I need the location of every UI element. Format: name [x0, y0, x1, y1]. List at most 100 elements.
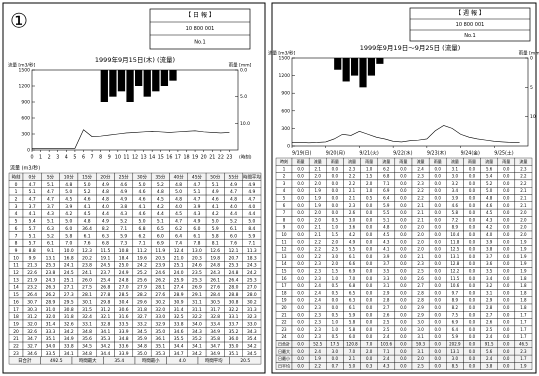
- cell-text: 8.1: [212, 241, 219, 247]
- cell-text: 0.0: [503, 225, 510, 230]
- cell-text: 25.9: [174, 277, 184, 283]
- cell-text: 1: [15, 189, 18, 195]
- cell-text: 24.2: [137, 263, 147, 269]
- cell-text: 6.3: [102, 233, 109, 239]
- cell-text: 22: [281, 320, 287, 325]
- x-tick-label: 8: [99, 155, 102, 161]
- cell-text: 3.8: [486, 363, 493, 368]
- cell-text: 33.9: [119, 329, 129, 335]
- cell-text: 4.6: [120, 182, 127, 188]
- cell-text: 0.0: [366, 217, 373, 222]
- cell-text: 2.1: [315, 232, 322, 237]
- cell-text: 7.0: [366, 341, 373, 346]
- cell-text: 0.0: [503, 174, 510, 179]
- cell-text: 32.8: [210, 314, 220, 320]
- cell-text: 2.1: [520, 195, 527, 200]
- cell-text: 34.7: [174, 351, 184, 357]
- cell-text: 35.0: [137, 351, 147, 357]
- cell-text: 4.2: [65, 211, 72, 217]
- cell-text: 34.8: [82, 329, 92, 335]
- cell-text: 0.0: [297, 341, 304, 346]
- x-tick-label: 15: [158, 155, 164, 161]
- cell-text: 11.9: [155, 248, 165, 254]
- cell-text: 1.9: [520, 363, 527, 368]
- header-no: No.1: [464, 33, 475, 39]
- chart-title: 1999年9月15日(木) (流量): [95, 55, 175, 64]
- cell-text: 0.0: [297, 268, 304, 273]
- x-tick-label: 7: [91, 155, 94, 161]
- cell-text: 24.8: [229, 270, 239, 276]
- cell-text: 0.0: [297, 312, 304, 317]
- cell-text: 2.1: [417, 210, 424, 215]
- cell-text: 2.4: [315, 290, 322, 295]
- cell-text: 24.5: [100, 263, 110, 269]
- cell-text: 20.5: [240, 358, 250, 364]
- cell-text: 0.0: [366, 320, 373, 325]
- cell-text: 23: [13, 351, 19, 357]
- cell-text: 4.0: [230, 204, 237, 210]
- y-tick-label: 300: [281, 126, 290, 132]
- cell-text: 0.0: [469, 341, 476, 346]
- cell-text: 10.8: [119, 248, 129, 254]
- cell-text: 3: [15, 204, 18, 210]
- cell-text: 1.9: [315, 195, 322, 200]
- cell-text: 33.1: [229, 314, 239, 320]
- cell-text: 4.7: [175, 219, 182, 225]
- cell-text: 25.3: [247, 277, 257, 283]
- cell-text: 0.0: [366, 254, 373, 259]
- cell-text: 32.5: [174, 314, 184, 320]
- cell-text: 0.0: [469, 188, 476, 193]
- cell-text: 0.0: [297, 254, 304, 259]
- cell-text: 0.0: [435, 349, 442, 354]
- cell-text: 0.0: [469, 363, 476, 368]
- y-tick-label: 0: [287, 144, 290, 150]
- cell-text: 5.0: [65, 189, 72, 195]
- cell-text: 19.1: [100, 255, 110, 261]
- x-tick-label: 10: [115, 155, 121, 161]
- cell-text: 4.9: [102, 182, 109, 188]
- cell-text: 20: [281, 305, 287, 310]
- cell-text: 0.0: [366, 203, 373, 208]
- cell-text: 3.0: [332, 254, 339, 259]
- cell-text: 2.0: [366, 349, 373, 354]
- cell-text: 2.3: [315, 305, 322, 310]
- cell-text: 0.0: [503, 181, 510, 186]
- cell-text: 5.5: [349, 247, 356, 252]
- cell-text: 30.8: [64, 307, 74, 313]
- cell-text: 0.0: [297, 363, 304, 368]
- cell-text: 0.0: [297, 247, 304, 252]
- cell-text: 5.1: [47, 182, 54, 188]
- cell-text: 2.0: [520, 225, 527, 230]
- cell-text: 2.4: [315, 298, 322, 303]
- cell-text: 27.6: [155, 292, 165, 298]
- cell-text: 0.5: [332, 283, 339, 288]
- cell-text: 0.0: [469, 203, 476, 208]
- x-tick-label: 23: [226, 155, 232, 161]
- cell-text: 11.5: [450, 276, 459, 281]
- cell-text: 32.0: [27, 321, 37, 327]
- cell-text: 6.9: [452, 320, 459, 325]
- cell-text: 28.1: [82, 292, 92, 298]
- cell-text: 26.8: [100, 285, 110, 291]
- cell-text: 6.6: [349, 261, 356, 266]
- cell-text: 36.4: [82, 226, 92, 232]
- cell-text: 0.0: [435, 363, 442, 368]
- y2-axis-label: 雨量 [mm]: [229, 62, 252, 69]
- cell-text: 0.0: [297, 195, 304, 200]
- cell-text: 19: [281, 298, 287, 303]
- cell-text: 0.0: [400, 356, 407, 361]
- cell-text: 4: [15, 211, 18, 217]
- cell-text: 4.1: [29, 211, 36, 217]
- x-tick-label: 4: [65, 155, 68, 161]
- cell-text: 1.9: [315, 188, 322, 193]
- cell-text: 1.8: [520, 283, 527, 288]
- rain-bar: [169, 70, 177, 81]
- cell-text: 35.4: [114, 358, 124, 364]
- cell-text: 0.0: [503, 341, 510, 346]
- cell-text: 2.3: [315, 320, 322, 325]
- column-header: 5分: [47, 173, 55, 180]
- cell-text: 28.0: [247, 292, 257, 298]
- cell-text: 0.0: [435, 341, 442, 346]
- cell-text: 12.4: [174, 248, 184, 254]
- cell-text: 5: [283, 195, 286, 200]
